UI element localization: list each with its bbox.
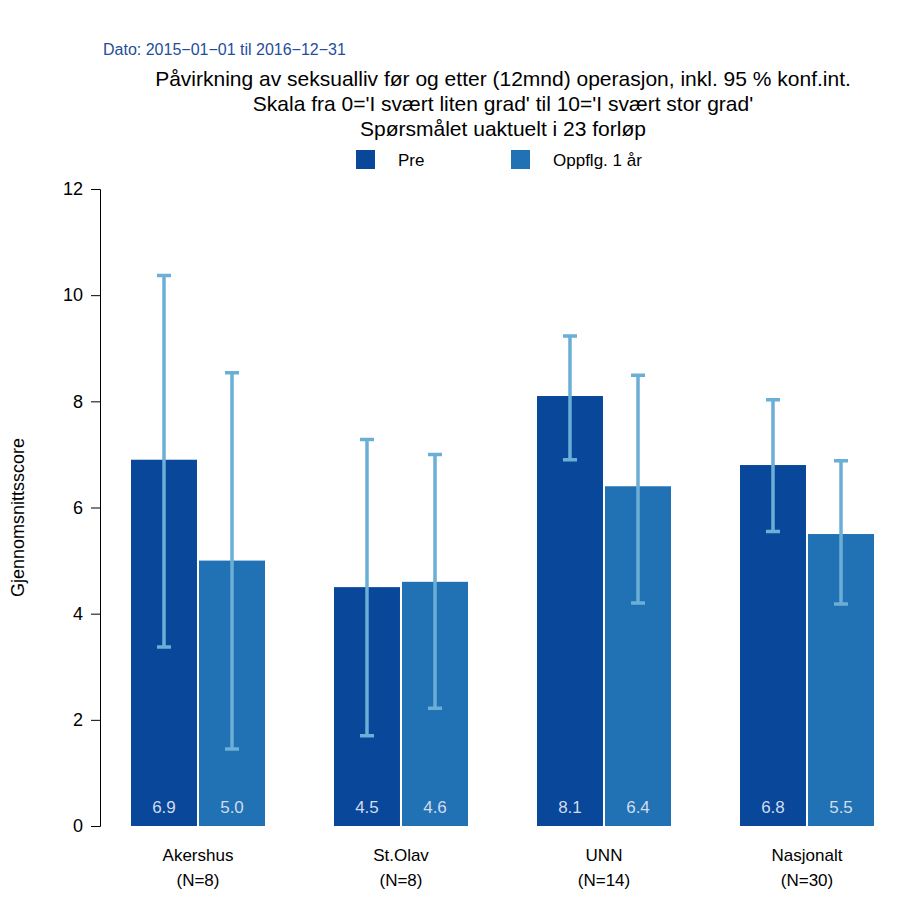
x-tick-label: UNN (N=14) [578,846,630,890]
x-tick-label-line: Akershus [163,846,234,865]
subtitle: Spørsmålet uaktuelt i 23 forløp [360,117,646,140]
y-axis: 0 2 4 6 8 10 12 [63,179,101,836]
error-bar [631,375,645,603]
y-tick-label: 0 [73,816,83,836]
x-tick-label-line: (N=8) [380,871,423,890]
y-tick-mark [91,720,100,721]
data-label: 4.5 [355,798,379,817]
x-tick-label: St.Olav (N=8) [373,846,429,890]
data-label: 6.4 [626,798,650,817]
x-tick-label: Nasjonalt (N=30) [772,846,843,890]
x-tick-label-line: (N=30) [781,871,833,890]
data-label: 5.5 [829,798,853,817]
y-tick-mark [91,401,100,402]
y-tick: 8 [73,392,100,412]
legend-swatch [356,150,375,169]
y-tick-label: 2 [73,710,83,730]
error-bar [834,461,848,604]
data-labels: 6.9 5.0 4.5 4.6 8.1 6.4 6.8 5.5 [152,798,853,817]
y-tick: 0 [73,816,100,836]
title: Påvirkning av seksualliv før og etter (1… [155,67,851,90]
x-tick-label-line: Nasjonalt [772,846,843,865]
y-tick: 10 [63,285,100,305]
subtitle: Skala fra 0='I svært liten grad' til 10=… [253,92,753,115]
y-tick-mark [91,614,100,615]
data-label: 6.8 [761,798,785,817]
data-label: 4.6 [423,798,447,817]
data-label: 8.1 [558,798,582,817]
x-tick-label-line: UNN [586,846,623,865]
y-tick-mark [91,826,100,827]
y-tick-label: 12 [63,179,83,199]
x-axis-labels: Akershus (N=8) St.Olav (N=8) UNN (N=14) Nasjon… [163,846,843,890]
y-tick-mark [91,189,100,190]
error-bar [157,276,171,648]
error-bar [766,400,780,532]
data-label: 5.0 [220,798,244,817]
y-tick-mark [91,508,100,509]
x-tick-label-line: (N=8) [177,871,220,890]
legend-swatch [511,150,530,169]
y-tick-mark [91,295,100,296]
y-tick: 4 [73,604,100,624]
error-bar [563,336,577,460]
legend-label: Pre [398,151,424,170]
data-label: 6.9 [152,798,176,817]
legend-label: Oppflg. 1 år [553,151,642,170]
y-tick: 12 [63,179,100,199]
y-tick: 6 [73,498,100,518]
chart: Dato: 2015−01−01 til 2016−12−31 Påvirknin… [0,0,920,923]
y-tick-label: 8 [73,392,83,412]
y-axis-line [91,190,101,827]
date-annotation: Dato: 2015−01−01 til 2016−12−31 [103,41,346,58]
legend: Pre Oppflg. 1 år [356,150,642,170]
x-tick-label-line: St.Olav [373,846,429,865]
plot-area [131,276,874,826]
x-tick-label: Akershus (N=8) [163,846,234,890]
y-tick: 2 [73,710,100,730]
y-tick-label: 10 [63,285,83,305]
error-bar [225,373,239,749]
error-bar [360,440,374,736]
y-axis-title: Gjennomsnittsscore [8,438,28,597]
y-tick-label: 4 [73,604,83,624]
error-bar [428,454,442,708]
y-tick-label: 6 [73,498,83,518]
x-tick-label-line: (N=14) [578,871,630,890]
